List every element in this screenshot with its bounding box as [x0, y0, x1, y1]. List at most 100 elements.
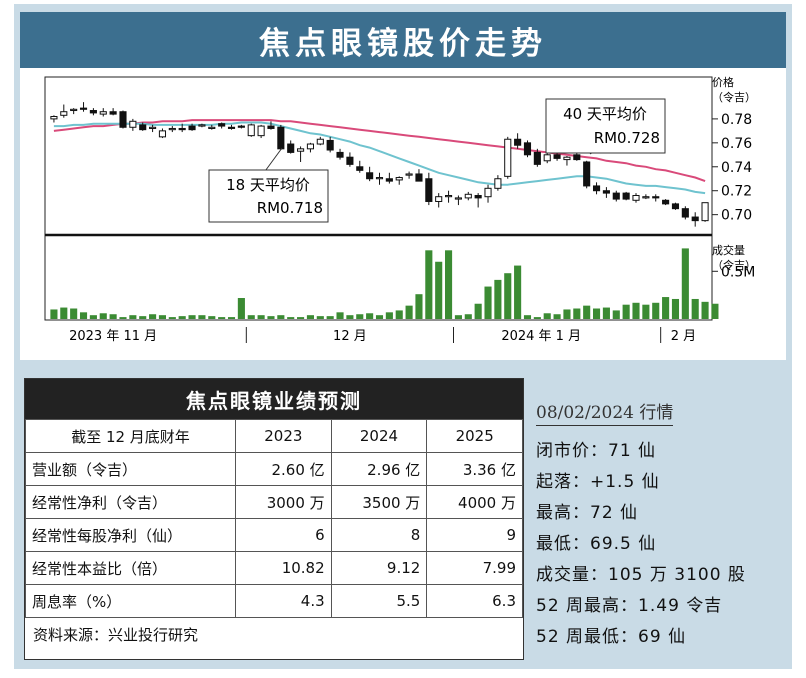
candle-body [237, 125, 245, 128]
candle-body [227, 126, 236, 129]
candlestick [573, 152, 581, 161]
volume-bar [60, 307, 68, 319]
candle-body [691, 216, 699, 222]
price-tick-label: 0.74 [721, 160, 752, 176]
candle-body [336, 151, 344, 158]
candle-body [70, 108, 78, 112]
volume-bar [326, 316, 334, 319]
volume-bar [701, 301, 709, 319]
volume-bar [612, 310, 620, 319]
volume-bar [425, 250, 433, 319]
candle-body [188, 125, 196, 131]
candlestick [602, 187, 610, 198]
candlestick [277, 124, 285, 151]
candlestick [583, 160, 591, 189]
candle-body [602, 190, 610, 194]
volume-bar [237, 298, 245, 319]
volume-axis-unit: （令吉） [712, 258, 756, 272]
candlestick [622, 191, 630, 201]
candlestick [237, 124, 245, 129]
table-cell: 8 [330, 518, 428, 552]
candle-body [671, 203, 680, 210]
candlestick [366, 166, 374, 182]
volume-axis-label: 成交量 [712, 243, 745, 257]
candlestick [464, 191, 472, 201]
candle-body [287, 143, 295, 153]
header-cell: 截至 12 月底财年 [25, 419, 236, 453]
candlestick [188, 123, 196, 131]
candle-body [504, 138, 512, 177]
volume-bar [158, 315, 167, 319]
candlestick [671, 202, 680, 210]
table-cell: 3500 万 [330, 485, 428, 519]
price-axis-label: 价格 [712, 75, 734, 89]
price-tick-label: 0.78 [721, 112, 752, 128]
title-bar: 焦点眼镜股价走势 [20, 12, 786, 68]
volume-bar [227, 317, 236, 319]
candlestick [198, 123, 206, 128]
ma40-callout: 40 天平均价 RM0.728 [545, 98, 666, 155]
candle-body [553, 154, 561, 159]
candlestick [287, 140, 295, 154]
candle-body [523, 142, 532, 156]
candle-body [464, 193, 472, 199]
volume-bar [50, 309, 58, 319]
volume-bar [375, 315, 384, 319]
volume-bar [168, 317, 176, 319]
candlestick [514, 133, 522, 149]
candle-body [533, 151, 541, 165]
ma18-line [53, 121, 706, 195]
volume-bar [474, 303, 482, 319]
volume-bar [445, 250, 453, 319]
volume-bar [198, 315, 206, 319]
candle-body [405, 173, 413, 176]
candlestick [99, 108, 107, 117]
volume-bar [70, 308, 78, 319]
candle-body [356, 166, 364, 171]
price-tick-label: 0.72 [721, 184, 752, 200]
page-title: 焦点眼镜股价走势 [259, 25, 547, 62]
candlestick [129, 118, 137, 131]
x-axis-label: 2 月 [671, 329, 696, 344]
candlestick [336, 148, 344, 160]
header-cell: 2024 [330, 419, 428, 453]
candle-body [316, 138, 324, 145]
volume-bar [504, 273, 512, 319]
volume-bar [188, 315, 196, 319]
candlestick [257, 124, 265, 139]
candlestick [168, 126, 176, 133]
candlestick [543, 152, 551, 164]
candle-body [474, 195, 482, 199]
volume-bar [178, 316, 186, 319]
candle-body [60, 111, 68, 116]
market-line: 52 周最低：69 仙 [536, 627, 687, 647]
table-cell: 6 [235, 518, 332, 552]
candle-body [662, 199, 670, 205]
candlestick [662, 199, 670, 206]
ma40-line [53, 119, 706, 183]
volume-bar [523, 315, 532, 319]
forecast-title: 焦点眼镜业绩预测 [25, 379, 523, 419]
volume-bar [346, 315, 354, 319]
candle-body [543, 154, 551, 162]
candlestick [375, 172, 384, 185]
price-tick-label: 0.70 [721, 208, 752, 224]
candle-body [89, 110, 97, 114]
candle-body [701, 202, 709, 222]
price-volume-chart: 0.78 0.76 0.74 0.72 0.70 0.5M 2023 年 11 月 12 月… [44, 75, 756, 344]
volume-bar [671, 298, 680, 319]
table-row: 营业额（令吉） 2.60 亿 2.96 亿 3.36 亿 [25, 452, 523, 486]
volume-bar [79, 312, 88, 319]
candlestick [149, 124, 157, 133]
candlestick [612, 190, 620, 202]
candlestick [395, 176, 403, 185]
candlestick [297, 146, 305, 162]
x-axis-label: 2024 年 1 月 [501, 329, 581, 344]
candlestick [652, 194, 660, 202]
volume-bar [149, 314, 157, 319]
candle-body [583, 161, 591, 187]
candle-body [99, 111, 107, 115]
volume-bar [484, 286, 492, 319]
candle-body [178, 127, 186, 131]
candlestick [504, 136, 512, 179]
